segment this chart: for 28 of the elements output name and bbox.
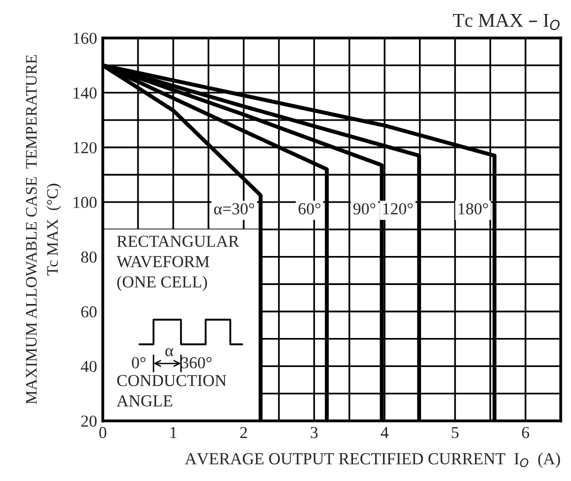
y-tick-label: 120 bbox=[74, 142, 97, 154]
y-tick-label: 160 bbox=[74, 32, 97, 44]
annotation: RECTANGULAR WAVEFORM (ONE CELL) bbox=[116, 236, 240, 291]
series-label: 120° bbox=[383, 203, 413, 214]
annotation: CONDUCTION ANGLE bbox=[116, 374, 226, 406]
y-axis-title: MAXIMUM ALLOWABLE CASE TEMPERATURE Tc MAX (°C) bbox=[26, 55, 62, 404]
x-axis-title: AVERAGE OUTPUT RECTIFIED CURRENT I$_{O}$ (A) bbox=[184, 452, 560, 468]
annotation: α bbox=[165, 348, 174, 356]
annotation: 360° bbox=[181, 357, 212, 368]
x-tick-label: 3 bbox=[310, 426, 318, 438]
y-tick-label: 80 bbox=[81, 251, 97, 263]
y-tick-label: 100 bbox=[74, 196, 97, 208]
series-label: 60° bbox=[298, 203, 320, 214]
y-tick-label: 20 bbox=[81, 416, 97, 427]
x-tick-label: 4 bbox=[380, 427, 388, 438]
x-tick-label: 5 bbox=[452, 427, 459, 438]
y-tick-label: 60 bbox=[81, 306, 97, 318]
series-label: 180° bbox=[458, 203, 488, 214]
x-tick-label: 0 bbox=[99, 426, 106, 438]
x-tick-label: 1 bbox=[170, 426, 176, 438]
chart-title: Tc MAX – I$_{O}$ bbox=[452, 14, 560, 30]
y-tick-label: 140 bbox=[74, 87, 97, 99]
series-label: α=30° bbox=[214, 203, 254, 214]
series-label: 90° bbox=[353, 203, 376, 214]
annotation: 0° bbox=[132, 357, 146, 368]
x-tick-label: 2 bbox=[240, 426, 247, 438]
x-tick-label: 6 bbox=[522, 426, 530, 438]
y-tick-label: 40 bbox=[80, 360, 97, 372]
